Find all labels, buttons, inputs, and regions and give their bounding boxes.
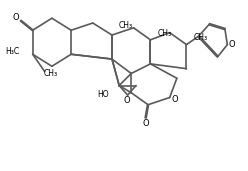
- Text: O: O: [12, 12, 19, 22]
- Text: O: O: [229, 40, 235, 49]
- Text: CH₃: CH₃: [43, 69, 58, 77]
- Text: O: O: [143, 119, 150, 128]
- Text: H₃C: H₃C: [5, 47, 19, 56]
- Text: HO: HO: [97, 90, 109, 99]
- Text: O: O: [124, 96, 130, 105]
- Text: CH₃: CH₃: [119, 21, 133, 30]
- Text: CH₃: CH₃: [193, 33, 207, 42]
- Text: O: O: [171, 95, 178, 104]
- Text: CH₃: CH₃: [157, 29, 171, 38]
